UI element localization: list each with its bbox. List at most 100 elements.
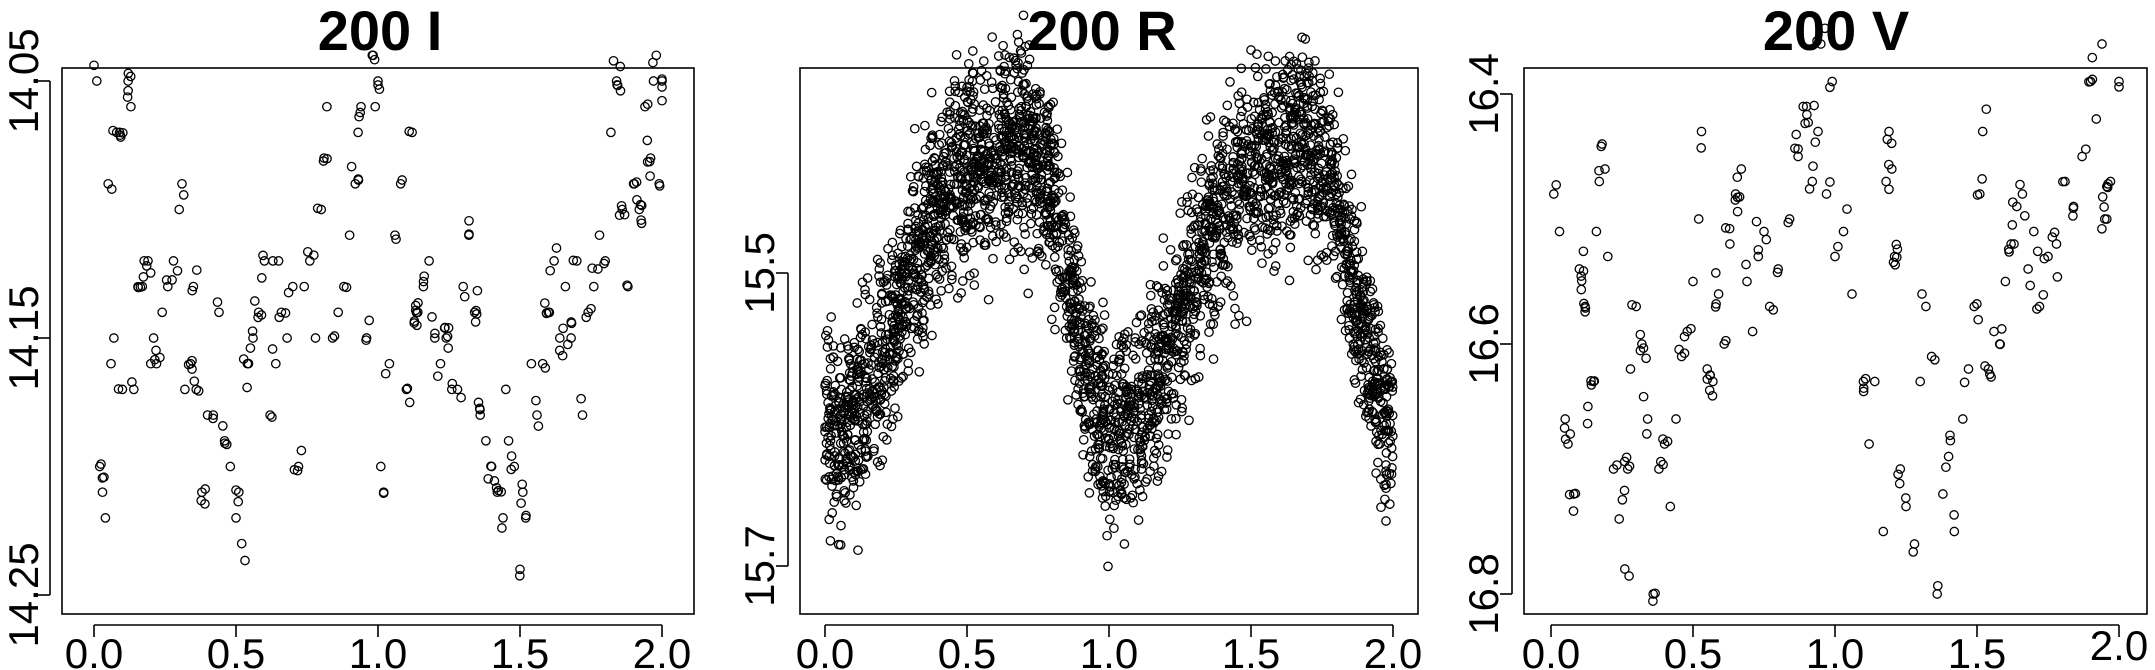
data-point — [1161, 398, 1172, 408]
data-point — [516, 498, 526, 509]
data-point — [1344, 275, 1355, 286]
data-point — [1242, 213, 1252, 224]
data-point — [986, 177, 997, 188]
data-point — [1293, 207, 1304, 218]
data-point — [968, 143, 979, 154]
data-point — [318, 156, 329, 166]
data-point — [1149, 445, 1160, 456]
data-point — [249, 296, 260, 306]
data-point — [1338, 183, 1348, 193]
data-point — [568, 255, 579, 266]
data-point — [1304, 71, 1315, 82]
data-point — [959, 92, 970, 103]
data-point — [1901, 501, 1911, 512]
data-point — [1265, 117, 1275, 128]
data-point — [177, 178, 187, 189]
data-point — [913, 226, 924, 237]
data-point — [974, 221, 985, 232]
data-point — [906, 233, 917, 244]
data-point — [1116, 474, 1127, 484]
data-point — [1232, 142, 1243, 153]
data-point — [1041, 209, 1052, 220]
data-point — [1363, 346, 1374, 357]
data-point — [1176, 197, 1187, 207]
data-point — [1353, 339, 1363, 350]
data-point — [1253, 119, 1263, 129]
data-point — [987, 32, 998, 42]
data-point — [1330, 273, 1341, 283]
data-point — [1214, 160, 1225, 171]
x-tick-label: 0.0 — [65, 630, 123, 670]
data-point — [1051, 196, 1061, 206]
data-point — [1274, 117, 1284, 128]
data-point — [1227, 224, 1238, 234]
data-point — [987, 83, 998, 94]
data-point — [1154, 373, 1165, 384]
data-point — [1306, 187, 1317, 197]
data-point — [236, 538, 247, 549]
data-point — [1234, 164, 1245, 174]
panel-title: 200 R — [1027, 0, 1176, 62]
data-point — [1353, 325, 1364, 336]
data-point — [869, 338, 879, 349]
data-point — [1284, 104, 1295, 115]
data-point — [1228, 158, 1239, 168]
data-point — [1627, 299, 1637, 310]
data-point — [1041, 160, 1051, 171]
data-point — [1100, 501, 1111, 511]
data-point — [874, 357, 884, 367]
data-point — [843, 446, 854, 456]
data-point — [1278, 72, 1289, 83]
data-point — [999, 126, 1010, 137]
data-point — [1299, 118, 1309, 129]
data-point — [1223, 261, 1233, 272]
panel-200-v: 200 V 0.0 0.5 1.0 1.5 2.0 16.4 16.6 16.8 — [1460, 0, 2148, 670]
data-point — [1336, 212, 1347, 223]
data-point — [975, 209, 986, 220]
data-point — [1246, 140, 1257, 151]
data-point — [1162, 445, 1173, 455]
data-point — [214, 307, 224, 318]
data-point — [1029, 126, 1040, 137]
data-point — [998, 229, 1009, 239]
data-point — [1229, 124, 1240, 135]
data-point — [1221, 278, 1231, 288]
data-point — [1720, 335, 1731, 346]
data-point — [1560, 414, 1571, 424]
data-point — [1069, 318, 1080, 329]
data-point — [1387, 451, 1398, 462]
data-point — [955, 108, 966, 118]
data-point — [1096, 370, 1107, 381]
data-point — [871, 302, 882, 313]
data-point — [936, 172, 947, 183]
data-point — [1373, 351, 1384, 362]
data-point — [867, 319, 877, 330]
data-point — [1141, 339, 1152, 350]
x-tick-label: 0.0 — [796, 630, 854, 670]
data-point — [1659, 439, 1670, 449]
data-point — [1068, 225, 1079, 236]
data-point — [1014, 112, 1025, 122]
data-point — [892, 300, 903, 310]
data-point — [456, 392, 466, 403]
data-point — [1052, 277, 1063, 288]
data-point — [937, 189, 948, 200]
data-point — [2058, 176, 2068, 187]
data-point — [1342, 303, 1352, 314]
data-point — [857, 277, 868, 288]
data-point — [1725, 239, 1735, 249]
data-point — [1655, 456, 1666, 467]
data-point — [949, 112, 960, 123]
data-point — [1130, 333, 1141, 343]
data-point — [901, 303, 912, 314]
data-point — [1810, 137, 1821, 148]
data-point — [1166, 389, 1177, 399]
data-point — [1253, 97, 1264, 108]
data-point — [1313, 128, 1323, 138]
data-point — [1026, 208, 1037, 219]
data-point — [549, 256, 559, 266]
data-point — [964, 81, 975, 92]
data-point — [913, 326, 924, 337]
data-point — [990, 97, 1001, 107]
